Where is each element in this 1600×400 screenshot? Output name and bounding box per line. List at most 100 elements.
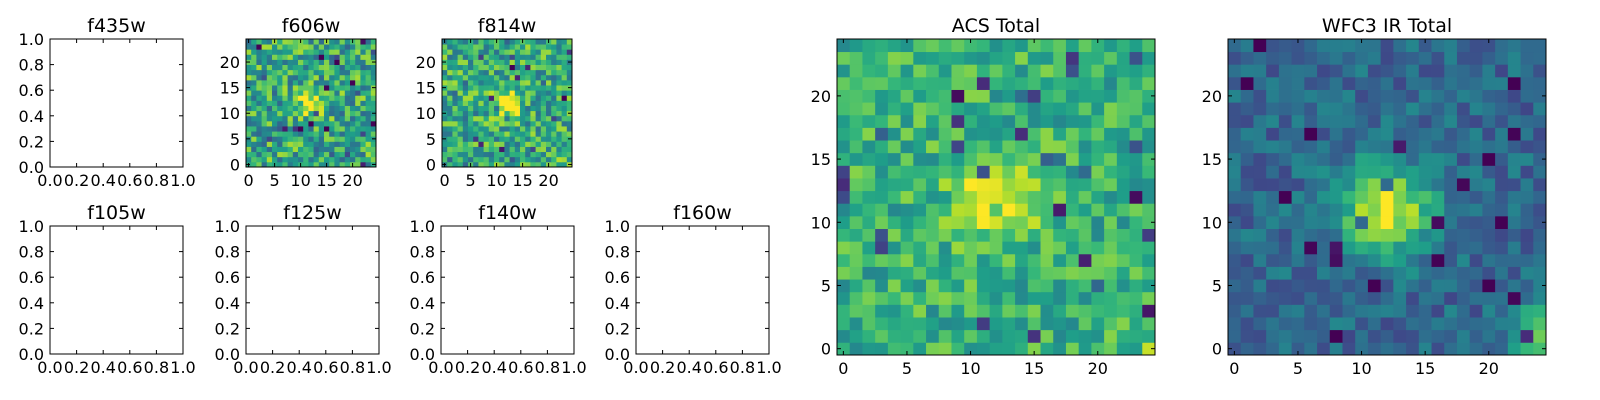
heatmap-cell xyxy=(1520,39,1534,53)
heatmap-cell xyxy=(266,100,273,106)
heatmap-cell xyxy=(292,85,299,91)
heatmap-cell xyxy=(1078,51,1092,65)
heatmap-cell xyxy=(1027,140,1041,154)
heatmap-cell xyxy=(1495,102,1509,116)
heatmap-cell xyxy=(344,85,351,91)
heatmap-cell xyxy=(951,51,965,65)
heatmap-cell xyxy=(324,74,330,81)
heatmap-cell xyxy=(1317,140,1331,154)
heatmap-cell xyxy=(303,156,309,163)
heatmap-cell xyxy=(1027,76,1041,90)
heatmap-cell xyxy=(561,156,568,163)
heatmap-cell xyxy=(329,141,335,147)
y-tick-label: 0.4 xyxy=(19,294,44,313)
heatmap-cell xyxy=(540,161,547,168)
heatmap-cell xyxy=(1317,304,1331,318)
heatmap-cell xyxy=(1456,266,1471,280)
heatmap-cell xyxy=(452,49,458,55)
heatmap-cell xyxy=(1380,178,1394,192)
heatmap-cell xyxy=(1520,152,1534,166)
heatmap-cell xyxy=(989,291,1003,305)
heatmap-cell xyxy=(551,39,557,45)
heatmap-cell xyxy=(1418,304,1432,318)
heatmap-cell xyxy=(509,39,516,45)
heatmap-cell xyxy=(938,64,952,78)
heatmap-cell xyxy=(1040,190,1054,204)
heatmap-cell xyxy=(246,100,252,106)
heatmap-cell xyxy=(849,152,863,166)
heatmap-cell xyxy=(1355,127,1369,141)
heatmap-cell xyxy=(1040,64,1054,78)
heatmap-cell xyxy=(525,95,531,101)
heatmap-cell xyxy=(1253,89,1267,103)
heatmap-cell xyxy=(556,136,562,142)
heatmap-cell xyxy=(546,126,552,132)
heatmap-cell xyxy=(849,39,863,53)
heatmap-cell xyxy=(365,110,372,117)
heatmap-cell xyxy=(1053,102,1067,116)
heatmap-cell xyxy=(566,105,573,112)
heatmap-cell xyxy=(1040,317,1054,331)
heatmap-cell xyxy=(1291,39,1305,53)
heatmap-cell xyxy=(1431,127,1445,141)
heatmap-cell xyxy=(447,44,453,50)
heatmap-cell xyxy=(1266,51,1280,65)
heatmap-cell xyxy=(1078,241,1092,255)
heatmap-cell xyxy=(546,69,552,76)
heatmap-cell xyxy=(561,131,568,137)
heatmap-cell xyxy=(862,215,876,229)
heatmap-cell xyxy=(1418,253,1432,267)
heatmap-cell xyxy=(1053,291,1067,305)
heatmap-cell xyxy=(530,95,536,101)
heatmap-cell xyxy=(1091,291,1105,305)
heatmap-cell xyxy=(468,115,474,122)
heatmap-cell xyxy=(1380,190,1394,204)
heatmap-cell xyxy=(308,156,314,163)
heatmap-cell xyxy=(1228,329,1242,343)
heatmap-cell xyxy=(1418,178,1432,192)
heatmap-cell xyxy=(1078,215,1092,229)
heatmap-cell xyxy=(457,59,464,65)
heatmap-cell xyxy=(339,161,346,168)
heatmap-cell xyxy=(292,105,299,112)
heatmap-cell xyxy=(1380,114,1394,128)
heatmap-cell xyxy=(324,54,330,60)
heatmap-cell xyxy=(551,136,557,142)
heatmap-cell xyxy=(1129,165,1143,179)
heatmap-cell xyxy=(1406,190,1420,204)
heatmap-cell xyxy=(318,85,325,91)
heatmap-cell xyxy=(277,131,283,137)
x-tick-label: 1.0 xyxy=(170,171,195,190)
heatmap-cell xyxy=(875,304,889,318)
heatmap-cell xyxy=(1142,102,1156,116)
heatmap-cell xyxy=(1002,178,1016,192)
heatmap-cell xyxy=(1418,165,1432,179)
heatmap-cell xyxy=(1444,127,1458,141)
heatmap-cell xyxy=(292,126,299,132)
heatmap-cell xyxy=(1053,165,1067,179)
heatmap-cell xyxy=(540,146,547,153)
heatmap-cell xyxy=(355,79,361,86)
x-tick-label: 0 xyxy=(440,171,450,190)
heatmap-cell xyxy=(525,146,531,153)
heatmap-cell xyxy=(561,136,568,142)
heatmap-cell xyxy=(292,54,299,60)
heatmap-cell xyxy=(509,59,516,65)
heatmap-cell xyxy=(287,85,294,91)
y-tick-label: 0.2 xyxy=(215,319,240,338)
heatmap-cell xyxy=(1253,190,1267,204)
heatmap-cell xyxy=(900,114,914,128)
heatmap-cell xyxy=(251,74,257,81)
heatmap-cell xyxy=(1456,203,1471,217)
heatmap-cell xyxy=(1393,51,1407,65)
heatmap-cell xyxy=(566,90,573,96)
x-tick-label: 0.0 xyxy=(37,171,62,190)
heatmap-cell xyxy=(525,115,531,122)
heatmap-cell xyxy=(509,49,516,55)
heatmap-cell xyxy=(272,115,278,122)
y-tick-label: 0.8 xyxy=(19,56,44,75)
heatmap-cell xyxy=(1304,39,1318,53)
heatmap-cell xyxy=(282,49,288,55)
heatmap-cell xyxy=(938,279,952,293)
heatmap-cell xyxy=(1520,304,1534,318)
